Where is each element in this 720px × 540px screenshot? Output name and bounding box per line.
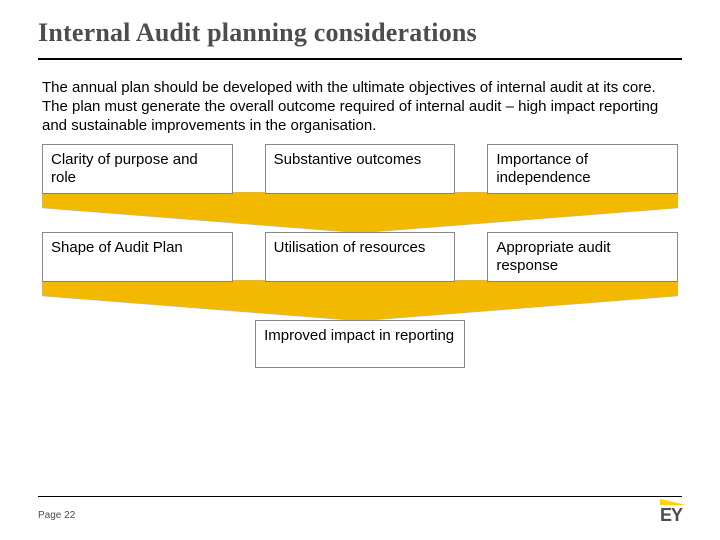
page-number: Page 22	[38, 510, 75, 521]
box-row-1: Clarity of purpose and role Substantive …	[42, 144, 678, 194]
chevron-1	[42, 192, 678, 234]
box-clarity: Clarity of purpose and role	[42, 144, 233, 194]
box-independence: Importance of independence	[487, 144, 678, 194]
diagram: Clarity of purpose and role Substantive …	[42, 144, 678, 444]
box-outcome: Improved impact in reporting	[255, 320, 465, 368]
box-row-2: Shape of Audit Plan Utilisation of resou…	[42, 232, 678, 282]
box-response: Appropriate audit response	[487, 232, 678, 282]
outcome-row: Improved impact in reporting	[42, 320, 678, 368]
box-utilisation: Utilisation of resources	[265, 232, 456, 282]
ey-logo-text: EY	[660, 505, 682, 526]
box-substantive: Substantive outcomes	[265, 144, 456, 194]
ey-beam-icon	[660, 499, 686, 505]
chevron-icon	[42, 192, 678, 234]
box-shape: Shape of Audit Plan	[42, 232, 233, 282]
ey-logo: EY	[660, 505, 682, 526]
chevron-icon	[42, 280, 678, 322]
slide: Internal Audit planning considerations T…	[0, 0, 720, 540]
intro-text: The annual plan should be developed with…	[42, 78, 678, 136]
footer: Page 22 EY	[38, 496, 682, 526]
chevron-2	[42, 280, 678, 322]
page-title: Internal Audit planning considerations	[38, 18, 682, 60]
